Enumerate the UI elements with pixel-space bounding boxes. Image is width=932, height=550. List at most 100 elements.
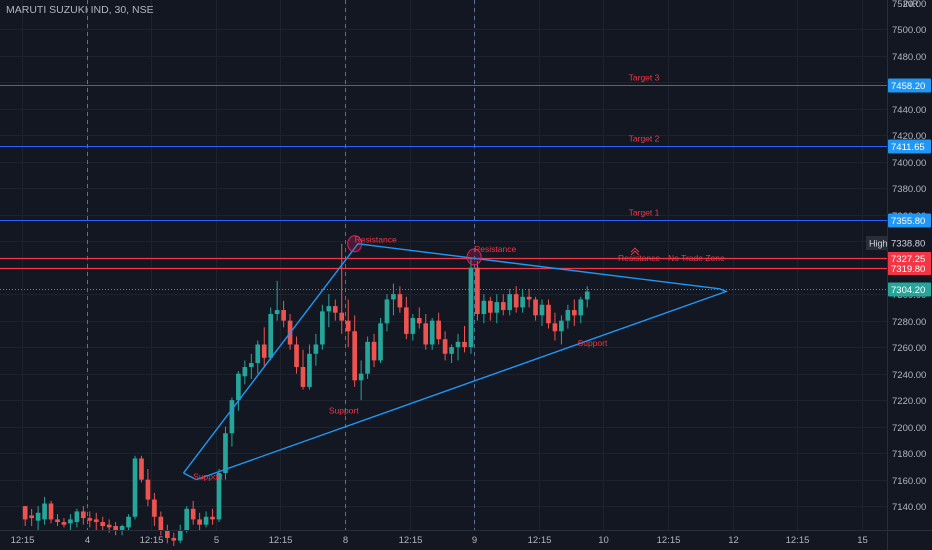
candle-body (546, 304, 551, 324)
price-tick-label: 7140.00 (892, 502, 926, 513)
candle-body (216, 473, 222, 520)
candle-body (552, 323, 558, 332)
candle-body (106, 524, 112, 528)
candle-body (481, 300, 487, 315)
price-tick-label: 7240.00 (892, 370, 926, 381)
candle-body (29, 515, 34, 519)
price-tick-label: 7220.00 (892, 396, 926, 407)
candle-body (294, 344, 299, 368)
candle-body (268, 314, 274, 358)
price-tick-label: 7160.00 (892, 476, 926, 487)
resistance-touch-circle (347, 235, 363, 253)
candle-body (520, 296, 525, 308)
candle-body (571, 310, 577, 316)
price-axis[interactable]: 7140.00 7160.00 7180.00 7200.00 7220.00 7240.… (866, 0, 932, 550)
candle-body (449, 347, 454, 354)
candle-body (248, 363, 254, 368)
candle-body (236, 373, 241, 401)
candle-body (35, 512, 41, 521)
candle-body (442, 339, 448, 354)
candle-body (371, 341, 377, 361)
candle-body (533, 299, 538, 316)
candle-body (488, 300, 493, 313)
candle-body (81, 511, 86, 519)
candle-body (468, 267, 474, 348)
time-tick-label: 9 (472, 535, 477, 546)
high-price-badge (888, 236, 931, 250)
candle-body (397, 294, 403, 308)
symbol-title: MARUTI SUZUKI IND, 30, NSE (6, 4, 154, 16)
candle-body (578, 299, 584, 316)
time-tick-label: 12:15 (399, 535, 423, 546)
price-tick-label: 7380.00 (892, 184, 926, 195)
candle-body (358, 373, 364, 381)
triangle-edge (183, 472, 197, 481)
candle-body (410, 318, 416, 334)
high-tag: High (869, 239, 888, 249)
trendline-drawings: Resistance Resistance Support Support Suppor… (182, 234, 729, 482)
drawing-text-label: Resistance (474, 244, 516, 254)
candle-body (513, 294, 519, 308)
last-price-badge (888, 282, 931, 297)
zone-left-label: Resistance (618, 253, 660, 263)
candle-body (326, 306, 332, 312)
candle-body (565, 310, 571, 321)
price-tick-label: 7200.00 (892, 423, 926, 434)
time-tick-label: 4 (85, 535, 90, 546)
zone-price-badge (888, 252, 931, 265)
drawing-text-label: Support (193, 472, 223, 482)
candle-body (345, 320, 351, 332)
time-axis[interactable]: 12:15 4 12:15 5 12:15 8 12:15 9 12:15 10 12:15 12 12… (0, 530, 932, 547)
zone-label: No Trade Zone (668, 253, 725, 263)
candle-body (74, 511, 80, 523)
price-tick-label: 7440.00 (892, 105, 926, 116)
candle-body (378, 323, 383, 361)
candle-body (313, 344, 319, 354)
candle-body (455, 341, 461, 348)
candle-body (126, 516, 131, 528)
price-tick-label: 7400.00 (892, 158, 926, 169)
candle-body (197, 519, 202, 525)
candle-body (365, 341, 370, 374)
zone-price-label: 7327.25 (891, 254, 925, 265)
target-label: Target 3 (629, 73, 660, 83)
zone-price-badge (888, 262, 931, 275)
candle-body (22, 506, 28, 520)
zone-price-label: 7319.80 (891, 264, 925, 275)
candle-body (171, 537, 177, 541)
candle-body (139, 458, 144, 480)
zone-chevron-icon (630, 247, 640, 256)
candle-body (177, 530, 183, 541)
candle-body (526, 296, 532, 300)
candle-body (320, 311, 325, 345)
candle-body (48, 503, 54, 520)
grid-lines (0, 0, 887, 530)
candle-body (61, 522, 67, 525)
price-tick-label: 7500.00 (892, 25, 926, 36)
currency-label: INR (903, 0, 919, 9)
time-tick-label: 8 (343, 535, 348, 546)
candle-body (539, 304, 545, 316)
candle-body (68, 519, 73, 524)
candle-body (339, 312, 345, 321)
target-label: Target 2 (629, 134, 660, 144)
time-tick-label: 15 (857, 535, 868, 546)
candle-body (42, 503, 47, 520)
candle-body (300, 367, 306, 387)
candle-body (203, 516, 209, 525)
candle-body (223, 433, 228, 474)
price-tick-label: 7480.00 (892, 52, 926, 63)
candle-body (559, 320, 564, 332)
last-price-label: 7304.20 (891, 285, 925, 296)
candle-body (152, 499, 157, 517)
candle-body (190, 508, 196, 520)
candle-body (384, 299, 390, 324)
candle-body (416, 318, 422, 324)
high-tag-bg (866, 236, 888, 250)
candle-body (462, 341, 467, 348)
candle-body (352, 331, 357, 381)
time-tick-label: 12:15 (140, 535, 164, 546)
resistance-touch-circle (466, 248, 482, 266)
candle-body (229, 400, 235, 434)
